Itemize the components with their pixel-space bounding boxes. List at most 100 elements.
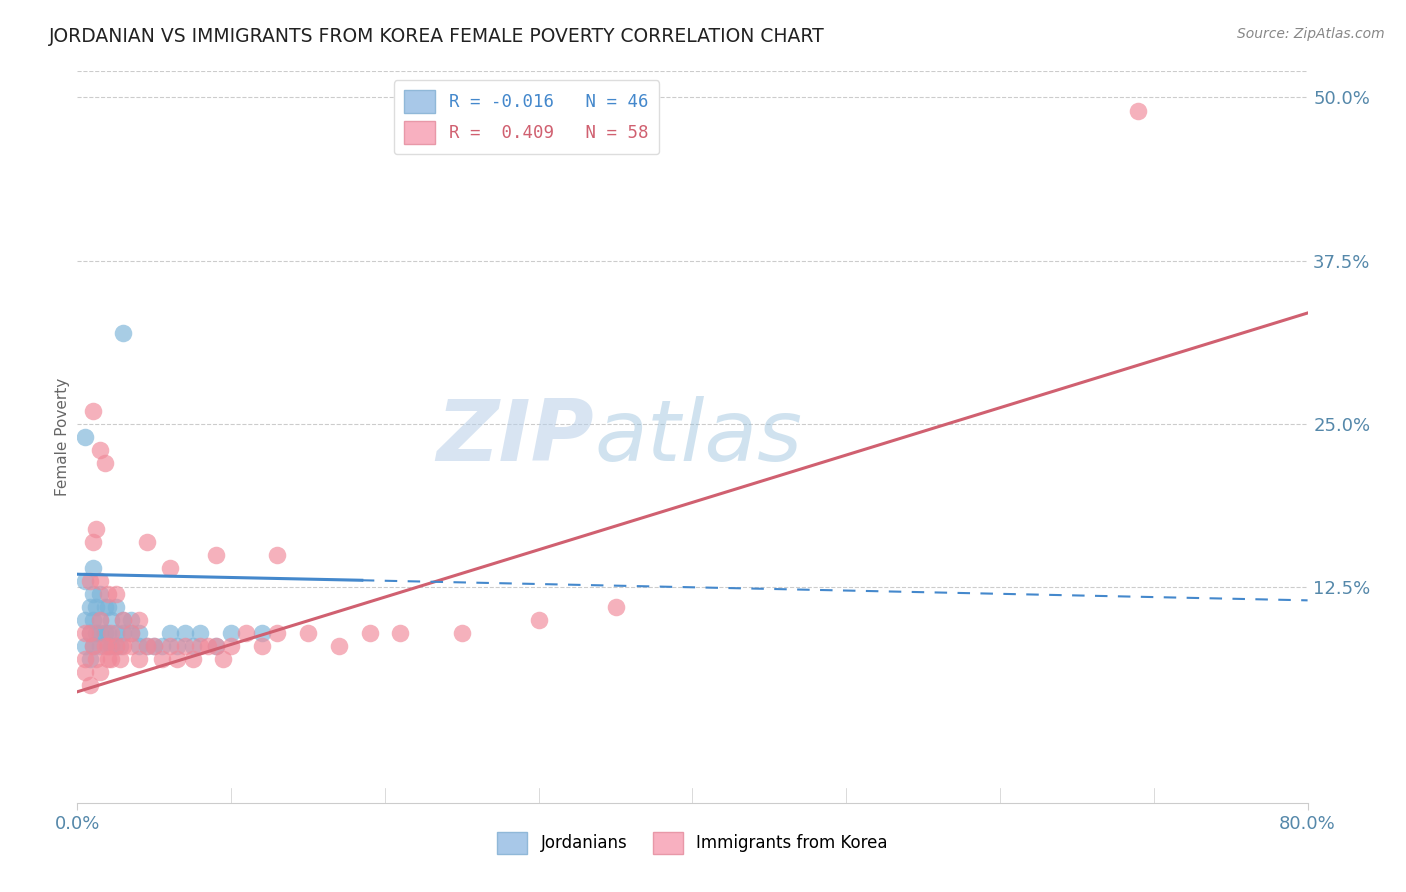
Point <box>104 626 127 640</box>
Point <box>128 613 150 627</box>
Point <box>188 639 212 653</box>
Point <box>82 560 104 574</box>
Point <box>112 613 135 627</box>
Point <box>128 626 150 640</box>
Point <box>159 560 181 574</box>
Point <box>181 639 204 653</box>
Point <box>112 626 135 640</box>
Point <box>219 626 242 640</box>
Point <box>166 652 188 666</box>
Point <box>82 613 104 627</box>
Point <box>110 639 132 653</box>
Point <box>89 639 111 653</box>
Point <box>84 599 107 614</box>
Point <box>89 613 111 627</box>
Point <box>212 652 235 666</box>
Point <box>94 456 117 470</box>
Point <box>82 639 104 653</box>
Point <box>79 626 101 640</box>
Point <box>204 639 226 653</box>
Point <box>79 599 101 614</box>
Point <box>235 626 257 640</box>
Point <box>82 587 104 601</box>
Point <box>250 626 273 640</box>
Point <box>110 652 132 666</box>
Point <box>166 639 188 653</box>
Point <box>89 626 111 640</box>
Point <box>100 652 122 666</box>
Point <box>150 639 173 653</box>
Point <box>79 626 101 640</box>
Point <box>104 639 127 653</box>
Point <box>450 626 472 640</box>
Point <box>143 639 166 653</box>
Point <box>297 626 319 640</box>
Point <box>73 574 96 588</box>
Text: Source: ZipAtlas.com: Source: ZipAtlas.com <box>1237 27 1385 41</box>
Point <box>89 613 111 627</box>
Point <box>84 652 107 666</box>
Point <box>174 639 197 653</box>
Point <box>120 626 142 640</box>
Point <box>104 599 127 614</box>
Point <box>94 599 117 614</box>
Point <box>150 652 173 666</box>
Point <box>204 548 226 562</box>
Legend: Jordanians, Immigrants from Korea: Jordanians, Immigrants from Korea <box>491 826 894 860</box>
Point <box>73 639 96 653</box>
Point <box>135 534 157 549</box>
Point <box>120 613 142 627</box>
Point <box>527 613 550 627</box>
Point <box>159 639 181 653</box>
Point <box>605 599 627 614</box>
Point <box>79 652 101 666</box>
Y-axis label: Female Poverty: Female Poverty <box>55 378 70 496</box>
Point <box>89 574 111 588</box>
Point <box>100 639 122 653</box>
Point <box>219 639 242 653</box>
Point <box>120 626 142 640</box>
Point <box>159 626 181 640</box>
Point <box>79 678 101 692</box>
Point <box>97 652 120 666</box>
Point <box>73 430 96 444</box>
Point <box>73 626 96 640</box>
Point <box>112 326 135 340</box>
Point <box>266 626 288 640</box>
Point <box>204 639 226 653</box>
Point <box>97 587 120 601</box>
Point <box>266 548 288 562</box>
Point <box>135 639 157 653</box>
Point <box>73 665 96 680</box>
Point <box>89 587 111 601</box>
Text: atlas: atlas <box>595 395 801 479</box>
Point <box>143 639 166 653</box>
Point <box>135 639 157 653</box>
Point <box>97 599 120 614</box>
Point <box>97 639 120 653</box>
Point <box>359 626 381 640</box>
Point <box>89 443 111 458</box>
Point <box>1128 103 1150 118</box>
Point <box>84 521 107 535</box>
Point <box>79 574 101 588</box>
Point <box>73 652 96 666</box>
Point <box>89 665 111 680</box>
Point <box>104 639 127 653</box>
Point <box>82 404 104 418</box>
Point <box>104 587 127 601</box>
Point <box>112 639 135 653</box>
Point <box>328 639 350 653</box>
Point <box>100 613 122 627</box>
Point <box>197 639 219 653</box>
Point <box>128 652 150 666</box>
Point <box>112 613 135 627</box>
Point <box>188 626 212 640</box>
Point <box>174 626 197 640</box>
Point <box>128 639 150 653</box>
Point <box>250 639 273 653</box>
Text: ZIP: ZIP <box>436 395 595 479</box>
Point <box>97 626 120 640</box>
Point <box>97 639 120 653</box>
Text: JORDANIAN VS IMMIGRANTS FROM KOREA FEMALE POVERTY CORRELATION CHART: JORDANIAN VS IMMIGRANTS FROM KOREA FEMAL… <box>49 27 825 45</box>
